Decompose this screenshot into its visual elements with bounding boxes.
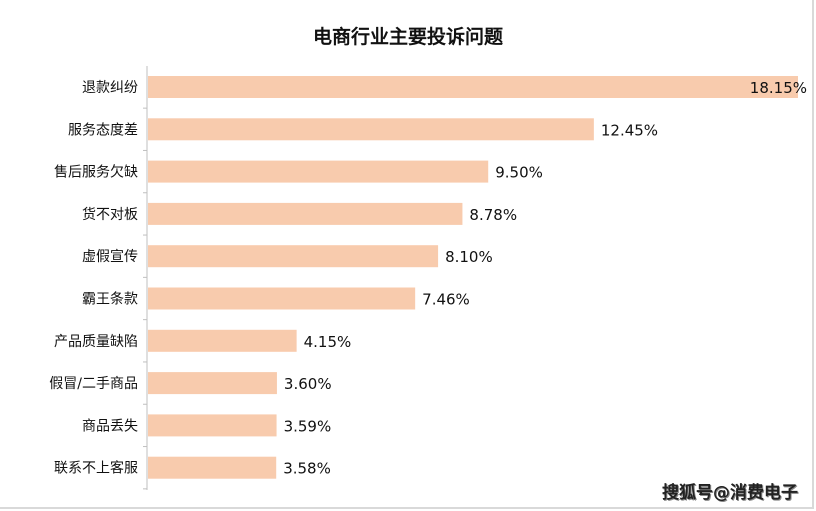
- data-label: 8.10%: [445, 248, 493, 266]
- data-label: 3.60%: [284, 375, 332, 393]
- category-label: 虚假宣传: [82, 249, 138, 265]
- category-label: 产品质量缺陷: [54, 334, 138, 350]
- bar: [148, 287, 416, 310]
- data-label: 4.15%: [304, 333, 352, 351]
- bar: [148, 118, 594, 141]
- data-label: 3.58%: [283, 460, 331, 478]
- bar: [148, 372, 277, 395]
- category-label: 假冒/二手商品: [49, 376, 138, 392]
- bar: [148, 76, 798, 98]
- category-label: 联系不上客服: [54, 460, 138, 477]
- watermark: 搜狐号@消费电子: [662, 483, 798, 503]
- bar: [148, 414, 277, 437]
- data-label: 9.50%: [495, 164, 543, 182]
- bar: [148, 456, 277, 479]
- bar: [148, 160, 489, 183]
- category-label: 退款纠纷: [82, 80, 138, 96]
- category-label: 售后服务欠缺: [54, 165, 138, 181]
- bar: [148, 245, 439, 268]
- data-label: 7.46%: [422, 291, 470, 309]
- bar: [148, 202, 463, 225]
- category-label: 货不对板: [82, 206, 138, 223]
- category-label: 商品丢失: [82, 418, 138, 434]
- data-label: 12.45%: [601, 121, 658, 139]
- chart-title: 电商行业主要投诉问题: [312, 26, 503, 48]
- data-label: 8.78%: [469, 206, 517, 224]
- bar: [148, 329, 297, 352]
- data-label: 3.59%: [284, 417, 332, 435]
- data-label: 18.15%: [750, 79, 807, 97]
- category-label: 霸王条款: [82, 291, 138, 308]
- category-label: 服务态度差: [68, 122, 138, 138]
